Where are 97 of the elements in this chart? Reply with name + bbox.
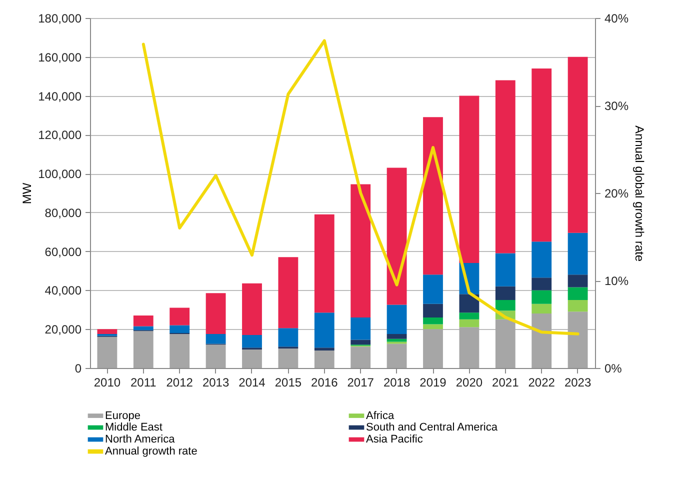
bar <box>423 117 443 275</box>
bar <box>423 274 443 304</box>
x-tick-label: 2014 <box>238 376 266 390</box>
bar <box>242 350 262 368</box>
x-tick-label: 2023 <box>564 376 592 390</box>
y-tick-label: 160,000 <box>38 50 82 64</box>
legend-label: Asia Pacific <box>366 434 424 446</box>
bar <box>206 344 226 368</box>
bar <box>350 317 371 340</box>
y2-tick-label: 20% <box>604 186 629 200</box>
bar <box>97 329 118 334</box>
y-tick-label: 180,000 <box>38 12 82 26</box>
bar <box>278 257 298 328</box>
bar <box>314 348 334 350</box>
x-tick-label: 2016 <box>311 376 338 390</box>
y-tick-label: 60,000 <box>44 244 82 259</box>
bar <box>278 348 298 368</box>
bar <box>314 214 334 313</box>
bar <box>133 331 154 368</box>
x-tick-label: 2018 <box>383 376 410 390</box>
x-tick-label: 2021 <box>492 376 520 390</box>
bar <box>495 286 516 300</box>
x-tick-label: 2022 <box>528 376 556 390</box>
legend-label: Europe <box>105 410 140 422</box>
x-tick-label: 2010 <box>94 376 121 390</box>
bar <box>532 314 552 368</box>
bar <box>495 253 516 286</box>
bar <box>459 327 480 368</box>
bar <box>495 300 516 311</box>
y-tick-label: 100,000 <box>38 167 82 182</box>
y-tick-label: 0 <box>74 362 82 376</box>
y2-tick-label: 40% <box>604 12 629 26</box>
bar <box>532 278 552 290</box>
bar <box>350 346 371 368</box>
bar <box>278 328 298 347</box>
line-series <box>142 39 580 336</box>
legend-label: Africa <box>366 410 395 422</box>
bar <box>568 56 588 233</box>
bar <box>386 344 407 368</box>
bar <box>423 304 443 318</box>
bar <box>206 334 226 344</box>
bar <box>97 336 118 368</box>
legend-label: North America <box>105 434 176 446</box>
bar <box>386 338 407 342</box>
legend-label: South and Central America <box>366 422 498 434</box>
bar <box>532 242 552 278</box>
bar <box>495 80 516 254</box>
bar <box>459 319 480 328</box>
bar <box>568 274 588 288</box>
x-tick-label: 2015 <box>274 376 302 390</box>
bar <box>133 316 154 326</box>
y-axis-title: MW <box>20 182 34 204</box>
bar <box>568 300 588 312</box>
bar <box>350 184 371 318</box>
bar <box>568 287 588 300</box>
bar <box>532 304 552 314</box>
x-tick-label: 2020 <box>456 376 483 390</box>
x-tick-label: 2019 <box>420 376 447 390</box>
bar <box>170 308 190 326</box>
bar <box>423 317 443 324</box>
bar <box>459 294 480 313</box>
y2-tick-label: 10% <box>604 274 629 288</box>
bar <box>314 350 334 368</box>
bar <box>314 312 334 348</box>
y-tick-label: 140,000 <box>38 89 82 104</box>
bar <box>532 68 552 242</box>
bar <box>170 334 190 368</box>
y-tick-label: 20,000 <box>44 322 82 337</box>
bar <box>532 290 552 304</box>
bar <box>206 293 226 334</box>
bar <box>242 334 262 348</box>
x-tick-label: 2013 <box>202 376 230 390</box>
bar <box>459 96 480 263</box>
bar <box>423 329 443 368</box>
bar <box>459 312 480 320</box>
bar <box>568 312 588 368</box>
bar <box>242 283 262 335</box>
bar <box>133 326 154 330</box>
x-tick-label: 2017 <box>347 376 374 390</box>
bar <box>495 319 516 368</box>
bar <box>386 334 407 339</box>
y-tick-label: 40,000 <box>44 284 82 298</box>
x-tick-label: 2012 <box>166 376 194 390</box>
legend-label: Middle East <box>105 422 162 434</box>
legend-label: Annual growth rate <box>105 446 198 458</box>
bar <box>568 232 588 275</box>
y2-tick-label: 0% <box>604 362 622 376</box>
y2-axis-title: Annual global growth rate <box>632 125 647 262</box>
bar <box>350 340 371 345</box>
x-tick-label: 2011 <box>130 376 157 390</box>
bar <box>423 324 443 330</box>
bar <box>170 325 190 333</box>
bar <box>386 304 407 334</box>
y2-tick-label: 30% <box>604 99 629 113</box>
bar <box>386 168 407 305</box>
y-tick-label: 120,000 <box>38 128 82 142</box>
y-tick-label: 80,000 <box>44 206 82 220</box>
